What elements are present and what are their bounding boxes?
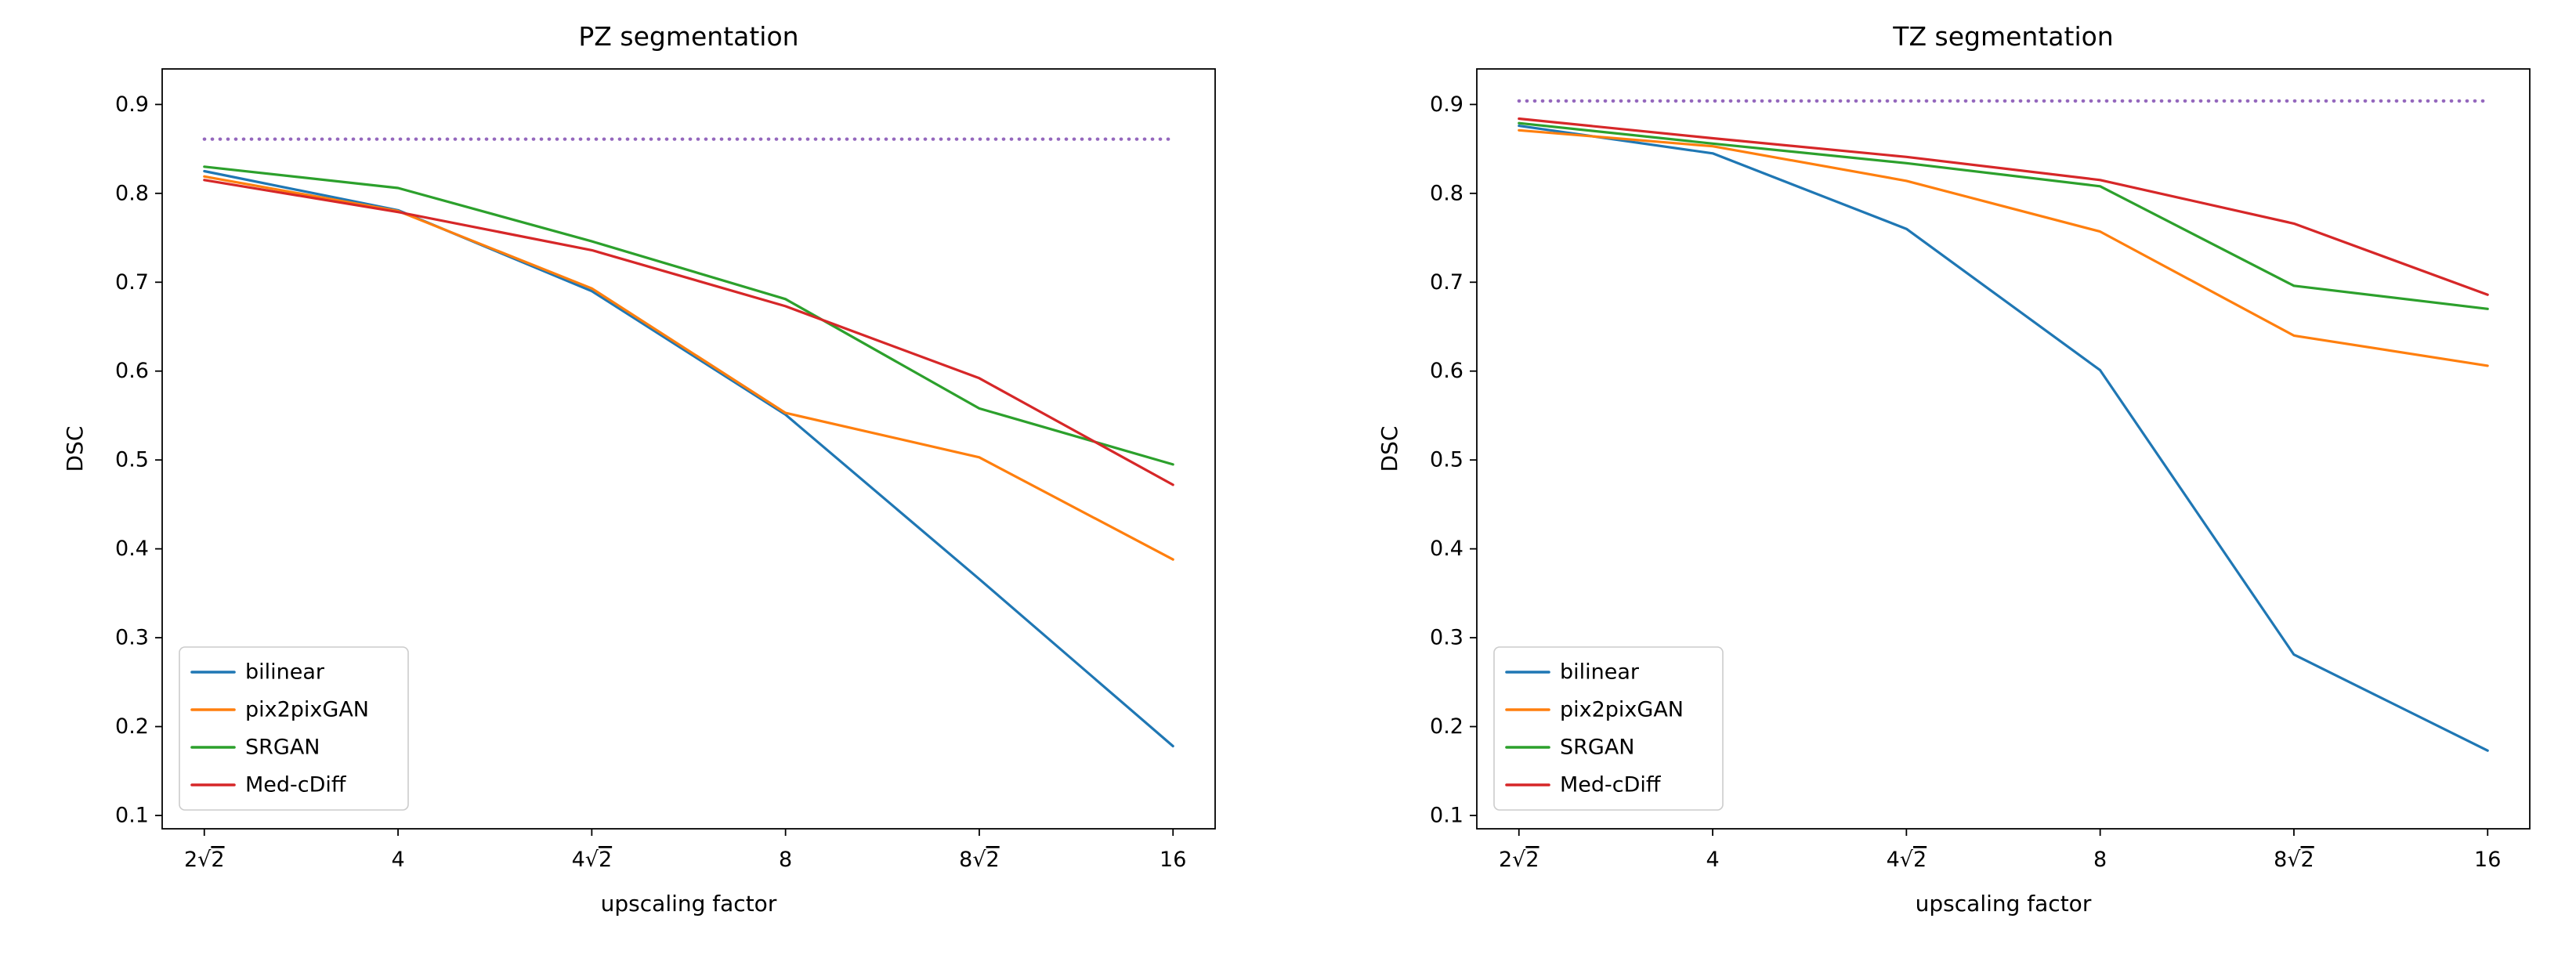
x-axis-label: upscaling factor [601, 891, 777, 917]
y-tick-label: 0.3 [115, 626, 149, 650]
x-axis-label: upscaling factor [1916, 891, 2092, 917]
y-tick-label: 0.1 [1430, 803, 1463, 827]
legend-label-bilinear: bilinear [245, 660, 325, 685]
plot-border [1476, 68, 2531, 830]
y-tick-label: 0.4 [1430, 537, 1463, 561]
x-tick-label: 16 [2474, 848, 2501, 872]
y-tick-label: 0.8 [115, 181, 149, 205]
x-tick-label: 8 [2093, 848, 2107, 872]
tz-segmentation-line-chart: 0.1 0.2 0.3 0.4 0.5 0.6 0.7 0.8 0.9 2√2 4 4√2 8 8√2 16… [1377, 21, 2531, 917]
legend-label-pix2pixGAN: pix2pixGAN [1560, 698, 1684, 722]
x-tick-label: 4 [1706, 848, 1719, 872]
y-tick-label: 0.1 [115, 803, 149, 827]
legend-label-Med-cDiff: Med-cDiff [1560, 773, 1662, 797]
series-line-Med-cDiff [203, 179, 1174, 486]
legend-label-SRGAN: SRGAN [1560, 736, 1635, 760]
figure-pz-segmentation: 0.1 0.2 0.3 0.4 0.5 0.6 0.7 0.8 0.9 2√2 4 4√2 8 8√2 16… [43, 16, 1242, 924]
legend-label-bilinear: bilinear [1560, 660, 1640, 685]
y-tick-label: 0.9 [1430, 92, 1463, 117]
legend-box [1493, 646, 1724, 811]
y-tick-label: 0.8 [1430, 181, 1463, 205]
y-tick-label: 0.2 [1430, 714, 1463, 739]
y-tick-label: 0.4 [115, 537, 149, 561]
x-tick-label: 4√2 [1887, 848, 1927, 872]
series-line-SRGAN [1518, 121, 2489, 310]
x-tick-label: 2√2 [1499, 848, 1539, 872]
x-tick-label: 16 [1160, 848, 1186, 872]
y-tick-label: 0.5 [1430, 448, 1463, 472]
pz-segmentation-line-chart: 0.1 0.2 0.3 0.4 0.5 0.6 0.7 0.8 0.9 2√2 4 4√2 8 8√2 16… [62, 21, 1216, 917]
legend-label-SRGAN: SRGAN [245, 736, 320, 760]
y-tick-label: 0.2 [115, 714, 149, 739]
legend-label-pix2pixGAN: pix2pixGAN [245, 698, 369, 722]
x-tick-label: 8√2 [959, 848, 1000, 872]
y-tick-label: 0.3 [1430, 626, 1463, 650]
y-tick-label: 0.7 [115, 270, 149, 295]
charts-row: 0.1 0.2 0.3 0.4 0.5 0.6 0.7 0.8 0.9 2√2 4 4√2 8 8√2 16… [43, 16, 2556, 924]
legend-label-Med-cDiff: Med-cDiff [245, 773, 347, 797]
y-tick-label: 0.6 [115, 359, 149, 383]
y-axis-label: DSC [1377, 426, 1402, 472]
x-tick-label: 2√2 [184, 848, 225, 872]
series-line-bilinear [1518, 125, 2489, 752]
x-tick-label: 4√2 [572, 848, 613, 872]
y-tick-label: 0.5 [115, 448, 149, 472]
x-tick-label: 8 [779, 848, 792, 872]
y-tick-label: 0.9 [115, 92, 149, 117]
y-tick-label: 0.6 [1430, 359, 1463, 383]
series-line-bilinear [203, 169, 1174, 748]
figure-tz-segmentation: 0.1 0.2 0.3 0.4 0.5 0.6 0.7 0.8 0.9 2√2 4 4√2 8 8√2 16… [1358, 16, 2556, 924]
plot-border [161, 68, 1216, 830]
series-line-Med-cDiff [1518, 117, 2489, 296]
series-line-pix2pixGAN [1518, 128, 2489, 367]
chart-title: PZ segmentation [578, 21, 798, 52]
series-line-pix2pixGAN [203, 175, 1174, 561]
series-line-SRGAN [203, 165, 1174, 466]
legend-box [179, 646, 409, 811]
x-tick-label: 8√2 [2274, 848, 2314, 872]
x-tick-label: 4 [391, 848, 404, 872]
y-tick-label: 0.7 [1430, 270, 1463, 295]
y-axis-label: DSC [62, 426, 88, 472]
chart-title: TZ segmentation [1892, 21, 2113, 52]
